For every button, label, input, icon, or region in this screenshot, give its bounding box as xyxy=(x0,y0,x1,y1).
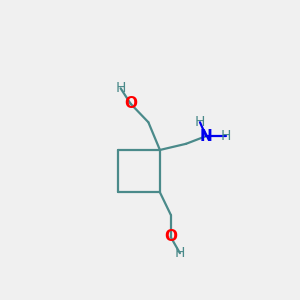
Text: H: H xyxy=(195,115,205,129)
Text: H: H xyxy=(175,246,185,260)
Text: N: N xyxy=(200,129,212,144)
Text: H: H xyxy=(116,81,126,95)
Text: H: H xyxy=(221,129,231,143)
Text: O: O xyxy=(164,230,177,244)
Text: O: O xyxy=(124,96,137,111)
